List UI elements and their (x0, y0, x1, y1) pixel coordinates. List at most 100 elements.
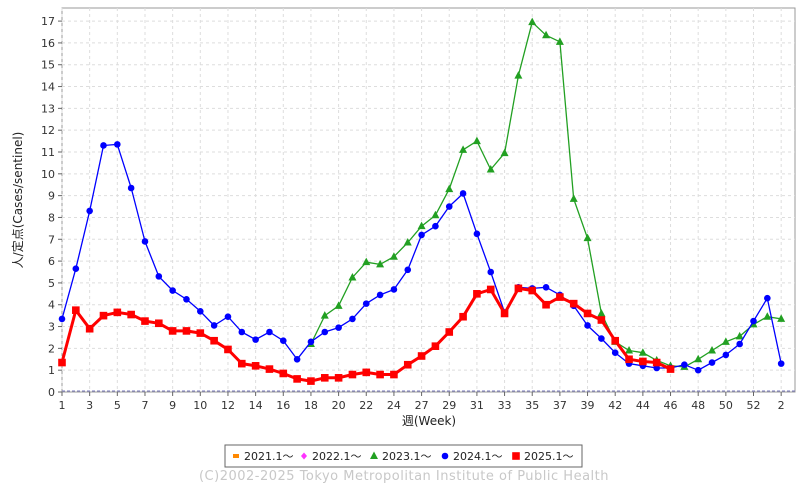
legend-label: 2024.1～ (453, 450, 503, 463)
data-point (653, 364, 660, 372)
x-tick-label: 16 (276, 399, 290, 412)
x-tick-label: 14 (249, 399, 263, 412)
data-point (169, 287, 176, 294)
data-point (556, 293, 564, 301)
legend-label: 2022.1～ (312, 450, 362, 463)
data-point (694, 366, 702, 374)
data-point (445, 203, 453, 210)
data-point (390, 286, 398, 293)
data-point (611, 349, 619, 357)
x-tick-label: 29 (442, 399, 456, 412)
data-point (514, 284, 523, 293)
legend-label: 2025.1～ (524, 450, 574, 463)
data-point (224, 345, 232, 354)
data-point (362, 368, 371, 377)
y-tick-label: 12 (41, 124, 55, 137)
data-point (141, 238, 149, 245)
x-tick-label: 22 (359, 399, 373, 412)
data-point (652, 358, 661, 367)
data-point (237, 359, 246, 368)
x-tick-label: 7 (141, 399, 148, 412)
data-point (404, 266, 412, 274)
data-point (597, 308, 606, 317)
data-point (431, 210, 440, 219)
x-tick-label: 42 (608, 399, 622, 412)
series-3 (306, 17, 786, 370)
data-point (251, 362, 260, 370)
data-point (376, 291, 384, 299)
legend-item: 2024.1～ (441, 450, 503, 463)
data-point (100, 142, 107, 149)
y-tick-label: 6 (48, 255, 55, 268)
data-point (639, 357, 647, 366)
data-point (542, 300, 550, 309)
y-tick-label: 9 (48, 190, 55, 203)
data-point (445, 328, 454, 336)
data-point (597, 316, 606, 324)
data-point (542, 30, 551, 39)
data-point (486, 164, 495, 173)
data-point (362, 257, 371, 266)
data-point (583, 309, 592, 318)
data-point (210, 322, 218, 329)
x-tick-label: 18 (304, 399, 318, 412)
x-axis: 1 3 5 7 9 10 12 14 16 18 20 22 24 27 29 31 33 35 37 39 42 44 4… (59, 392, 785, 412)
data-point (321, 328, 329, 336)
y-tick-label: 1 (48, 364, 55, 377)
data-point (279, 337, 287, 345)
data-point (777, 314, 786, 322)
data-point (58, 358, 66, 367)
legend-marker (233, 454, 239, 458)
legend-marker (301, 452, 307, 460)
data-point (155, 273, 163, 280)
data-point (113, 308, 122, 317)
x-tick-label: 1 (59, 399, 66, 412)
x-tick-label: 37 (553, 399, 567, 412)
data-point (473, 290, 481, 298)
data-point (528, 286, 537, 295)
x-axis-title: 週(Week) (402, 414, 456, 428)
data-point (487, 268, 495, 276)
data-point (86, 207, 93, 215)
data-point (85, 324, 94, 333)
data-point (583, 233, 592, 242)
data-point (432, 222, 439, 230)
data-point (348, 370, 357, 379)
y-tick-label: 3 (48, 321, 55, 334)
data-point (266, 328, 273, 336)
data-point (307, 377, 315, 385)
x-tick-label: 3 (86, 399, 93, 412)
legend-box (224, 444, 583, 468)
data-point (210, 336, 218, 345)
data-point (58, 315, 66, 323)
x-tick-label: 10 (193, 399, 207, 412)
y-tick-label: 17 (41, 15, 55, 28)
data-point (486, 285, 495, 294)
data-point (611, 336, 620, 345)
data-point (403, 360, 412, 369)
legend: 2021.1～ 2022.1～ 2023.1～ 2024.1～ 2025.1～ (233, 450, 574, 463)
data-point (736, 340, 743, 348)
data-point (625, 355, 633, 364)
data-point (224, 313, 232, 321)
data-point (320, 311, 329, 319)
data-point (459, 190, 467, 197)
x-tick-label: 39 (581, 399, 595, 412)
data-point (349, 315, 356, 323)
data-point (473, 230, 481, 238)
data-point (445, 184, 454, 193)
data-point (764, 294, 771, 302)
data-point (777, 360, 785, 367)
x-tick-label: 12 (221, 399, 235, 412)
legend-label: 2021.1～ (244, 450, 294, 463)
data-point (238, 328, 246, 336)
data-point (763, 312, 772, 320)
legend-marker (512, 452, 520, 460)
data-point (141, 317, 149, 325)
copyright-text: (C)2002-2025 Tokyo Metropolitan Institut… (199, 469, 609, 484)
data-point (472, 136, 481, 145)
legend-marker (370, 451, 378, 459)
data-point (708, 359, 716, 366)
legend-item: 2021.1～ (233, 450, 294, 463)
